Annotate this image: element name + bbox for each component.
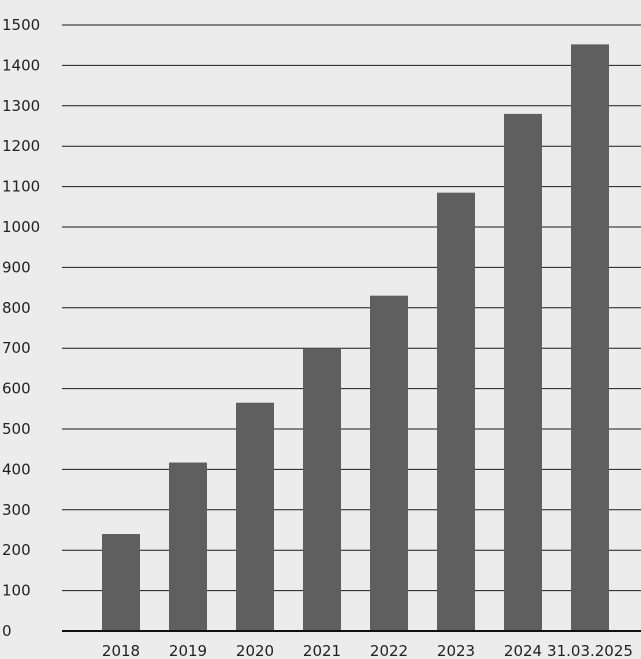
- bar-2024: [504, 113, 542, 631]
- x-tick-label-2018: 2018: [102, 642, 140, 659]
- x-tick-label-2022: 2022: [370, 642, 408, 659]
- y-tick-label-700: 700: [2, 339, 31, 357]
- grid-lines: [62, 24, 641, 592]
- x-axis-category-labels: 2018 2019 2020 2021 2022 2023 2024 31.03.2025: [102, 642, 633, 659]
- x-tick-label-2019: 2019: [169, 642, 207, 659]
- y-tick-label-600: 600: [2, 380, 31, 398]
- bar-2018: [102, 534, 140, 631]
- bar-2023: [437, 192, 475, 631]
- bar-31.03.2025: [571, 44, 609, 632]
- y-tick-label-300: 300: [2, 501, 31, 519]
- bar-2020: [236, 402, 274, 631]
- y-tick-label-1400: 1400: [2, 56, 40, 74]
- x-tick-label-31.03.2025: 31.03.2025: [547, 642, 633, 659]
- y-tick-label-200: 200: [2, 541, 31, 559]
- x-tick-label-2021: 2021: [303, 642, 341, 659]
- bars: [102, 44, 609, 632]
- y-tick-label-800: 800: [2, 299, 31, 317]
- y-tick-label-1200: 1200: [2, 137, 40, 155]
- bar-2021: [303, 348, 341, 631]
- y-tick-label-1500: 1500: [2, 16, 40, 34]
- y-tick-label-400: 400: [2, 460, 31, 478]
- y-axis-tick-labels: 0 100 200 300 400 500 600 700 800 900 1000 1100 1200…: [2, 16, 40, 640]
- y-tick-label-1000: 1000: [2, 218, 40, 236]
- y-tick-label-1300: 1300: [2, 97, 40, 115]
- bar-2019: [169, 462, 207, 631]
- y-tick-label-100: 100: [2, 582, 31, 600]
- y-tick-label-900: 900: [2, 258, 31, 276]
- y-tick-label-0: 0: [2, 622, 12, 640]
- x-tick-label-2023: 2023: [437, 642, 475, 659]
- y-tick-label-1100: 1100: [2, 178, 40, 196]
- y-tick-label-500: 500: [2, 420, 31, 438]
- x-tick-label-2020: 2020: [236, 642, 274, 659]
- x-tick-label-2024: 2024: [504, 642, 542, 659]
- bar-2022: [370, 295, 408, 631]
